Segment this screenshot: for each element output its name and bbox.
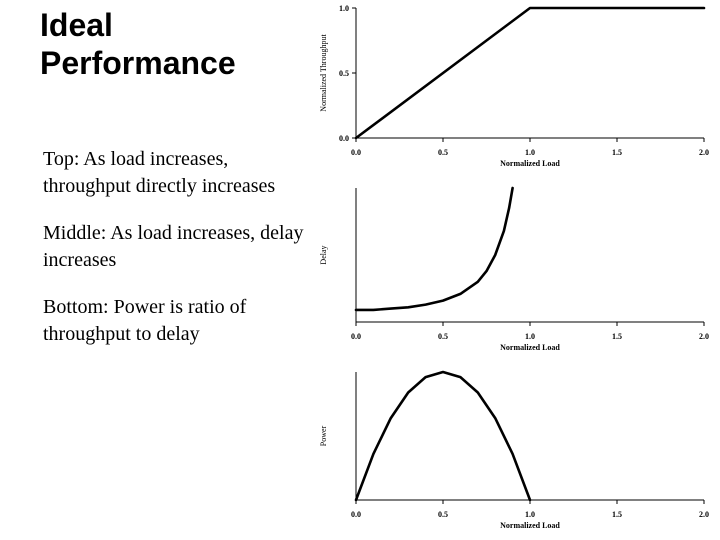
throughput-x-tick-label: 1.5 [612, 148, 622, 157]
power-x-tick-label: 0.5 [438, 510, 448, 519]
delay-x-tick-label: 0.0 [351, 332, 361, 341]
throughput-x-axis-label: Normalized Load [500, 159, 560, 168]
throughput-curve [354, 6, 706, 140]
slide-title-line1: Ideal [40, 7, 113, 43]
bullet-list: Top: As load increases, throughput direc… [43, 146, 305, 368]
power-x-axis-label: Normalized Load [500, 521, 560, 530]
power-x-tick-label: 0.0 [351, 510, 361, 519]
delay-x-tick-label: 1.0 [525, 332, 535, 341]
delay-x-tick-label: 0.5 [438, 332, 448, 341]
bullet-throughput: Top: As load increases, throughput direc… [43, 148, 276, 197]
power-y-axis-label: Power [319, 425, 328, 446]
power-curve [354, 370, 532, 502]
throughput-y-tick-label: 0.0 [339, 134, 349, 143]
throughput-y-tick-label: 1.0 [339, 4, 349, 13]
throughput-y-tick-label: 0.5 [339, 69, 349, 78]
throughput-x-tick-label: 1.0 [525, 148, 535, 157]
slide-title-line2: Performance [40, 45, 236, 81]
slide-title: Ideal Performance [40, 6, 310, 82]
throughput-y-axis-label: Normalized Throughput [319, 34, 328, 112]
bullet-delay: Middle: As load increases, delay increas… [43, 222, 304, 271]
power-x-tick-label: 1.0 [525, 510, 535, 519]
throughput-x-tick-label: 0.0 [351, 148, 361, 157]
delay-y-axis-label: Delay [319, 245, 328, 264]
delay-x-tick-label: 1.5 [612, 332, 622, 341]
delay-x-axis-label: Normalized Load [500, 343, 560, 352]
bullet-power: Bottom: Power is ratio of throughput to … [43, 296, 247, 345]
power-x-tick-label: 2.0 [699, 510, 709, 519]
power-x-tick-label: 1.5 [612, 510, 622, 519]
delay-x-tick-label: 2.0 [699, 332, 709, 341]
throughput-x-tick-label: 0.5 [438, 148, 448, 157]
delay-curve [354, 186, 514, 312]
throughput-x-tick-label: 2.0 [699, 148, 709, 157]
